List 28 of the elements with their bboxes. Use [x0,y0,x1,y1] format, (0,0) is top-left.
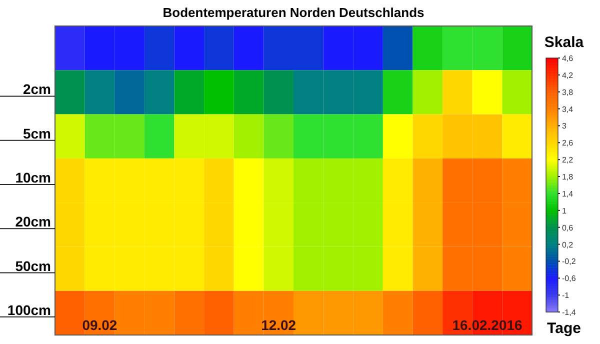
color-bar-label: -0,2 [562,257,576,266]
color-bar-label: 1,4 [562,189,574,198]
y-tick-label: 10cm [15,170,51,186]
color-bar-title: Skala [544,34,584,51]
color-bar-label: 1,8 [562,172,574,182]
x-tick-label: 09.02 [82,317,118,333]
y-tick-label: 50cm [15,258,51,274]
y-tick-label: 5cm [22,125,51,142]
color-bar-label: 2,6 [562,138,574,148]
color-bar-label: 3 [562,122,567,131]
color-bar-label: -0,6 [562,274,576,284]
color-bar-label: 0,6 [562,223,574,232]
color-bar-label: -1 [562,291,570,300]
x-axis-title: Tage [547,320,581,337]
x-tick-label: 16.02.2016 [452,317,523,333]
y-tick-label: 2cm [22,81,51,98]
color-bar-label: 0,2 [562,240,574,250]
color-bar-label: 4,6 [562,54,574,63]
color-bar-label: 3,4 [562,104,574,114]
y-tick-label: 20cm [15,214,51,230]
chart-title: Bodentemperaturen Norden Deutschlands [162,5,424,20]
x-tick-label: 12.02 [261,317,296,333]
y-tick-label: 100cm [7,302,51,318]
color-bar-label: 2,2 [562,156,574,165]
color-bar-label: 4,2 [562,70,574,80]
color-bar-label: 1 [562,206,567,216]
color-bar-label: 3,8 [562,88,574,97]
color-bar-label: -1,4 [562,308,576,317]
